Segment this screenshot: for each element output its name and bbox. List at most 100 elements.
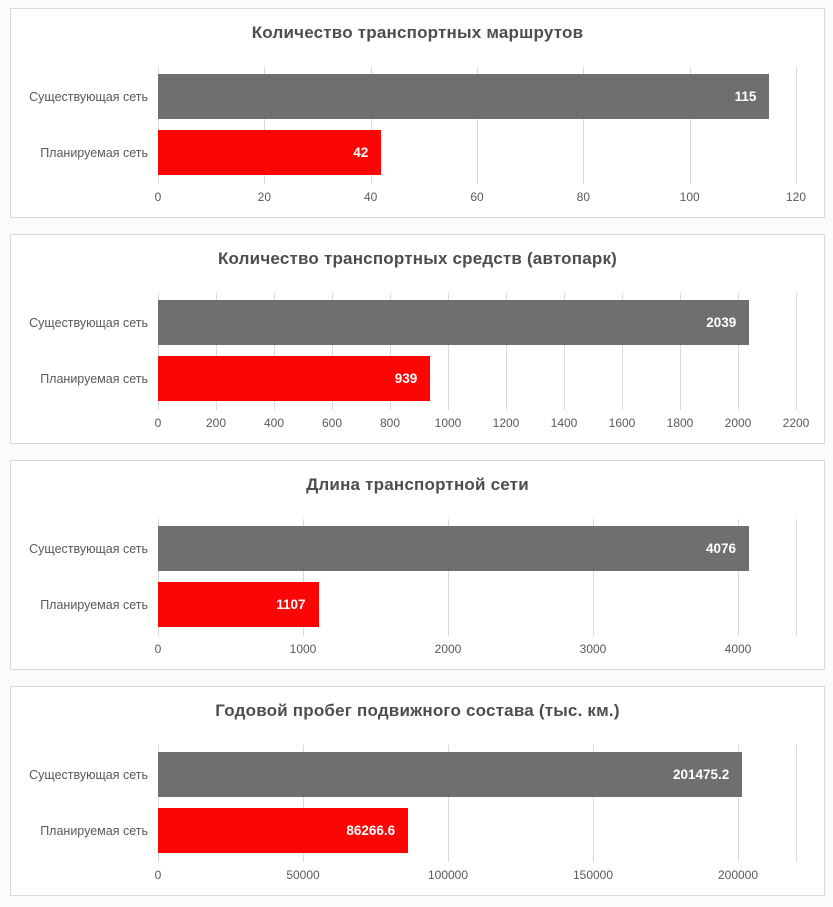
value-axis: 0 1000 2000 3000 4000 bbox=[155, 642, 796, 660]
bar-planned-network: 939 bbox=[158, 356, 431, 401]
gridline bbox=[264, 67, 266, 184]
gridline bbox=[593, 745, 594, 862]
value-axis: 0 200 400 600 800 1000 1200 1400 1600 1800 2000 220… bbox=[154, 416, 810, 434]
gridline bbox=[448, 519, 449, 636]
chart-panel: Длина транспортной сети Существующая сет… bbox=[10, 460, 825, 670]
category-label: Существующая сеть bbox=[29, 89, 148, 104]
gridline bbox=[332, 293, 333, 410]
x-axis-tick-label: 150000 bbox=[572, 868, 614, 882]
gridline bbox=[680, 293, 681, 410]
x-axis-tick-label: 0 bbox=[154, 190, 162, 204]
category-label: Планируемая сеть bbox=[40, 145, 148, 160]
x-axis-tick-label: 2200 bbox=[782, 416, 810, 430]
gridline bbox=[477, 67, 478, 184]
bar-value-label: 4076 bbox=[705, 541, 737, 556]
chart-body: Существующая сеть Планируемая сеть 2039 93… bbox=[11, 293, 797, 410]
gridline bbox=[738, 519, 739, 636]
gridline bbox=[593, 519, 594, 636]
gridline bbox=[303, 745, 304, 862]
gridline bbox=[370, 67, 372, 184]
bar-value-label: 939 bbox=[394, 371, 418, 386]
category-axis: Существующая сеть Планируемая сеть bbox=[11, 745, 158, 862]
bar-planned-network: 86266.6 bbox=[158, 808, 409, 853]
gridline bbox=[796, 745, 797, 862]
x-axis-tick-label: 0 bbox=[154, 416, 162, 430]
x-axis-tick-label: 2000 bbox=[724, 416, 752, 430]
bar-planned-network: 1107 bbox=[158, 582, 319, 627]
category-label: Планируемая сеть bbox=[40, 597, 148, 612]
charts-column: Количество транспортных маршрутов Сущест… bbox=[10, 8, 825, 896]
value-axis: 0 50000 100000 150000 200000 bbox=[154, 868, 796, 886]
gridline bbox=[448, 745, 449, 862]
x-axis-tick-label: 0 bbox=[154, 868, 162, 882]
x-axis-tick-label: 60 bbox=[470, 190, 484, 204]
chart-title: Годовой пробег подвижного состава (тыс. … bbox=[215, 701, 620, 720]
gridline bbox=[216, 293, 217, 410]
gridline bbox=[796, 293, 797, 410]
x-axis-tick-label: 1400 bbox=[550, 416, 578, 430]
chart-body: Существующая сеть Планируемая сеть 4076 11… bbox=[11, 519, 797, 636]
gridline bbox=[158, 293, 159, 410]
category-axis: Существующая сеть Планируемая сеть bbox=[11, 67, 158, 184]
gridline bbox=[583, 67, 585, 184]
x-axis-tick-label: 1000 bbox=[434, 416, 462, 430]
x-axis-tick-label: 50000 bbox=[286, 868, 320, 882]
gridline bbox=[796, 67, 797, 184]
bar-existing-network: 4076 bbox=[158, 526, 750, 571]
x-axis-tick-label: 80 bbox=[576, 190, 591, 204]
x-axis-tick-label: 1800 bbox=[666, 416, 694, 430]
bar-existing-network: 2039 bbox=[158, 300, 750, 345]
x-axis-tick-label: 100000 bbox=[427, 868, 469, 882]
bar-value-label: 86266.6 bbox=[346, 823, 396, 838]
bar-value-label: 2039 bbox=[706, 315, 737, 330]
x-axis-tick-label: 200000 bbox=[717, 868, 759, 882]
gridline bbox=[738, 293, 739, 410]
chart-panel: Годовой пробег подвижного состава (тыс. … bbox=[10, 686, 825, 896]
gridline bbox=[158, 519, 159, 636]
category-label: Существующая сеть bbox=[29, 767, 148, 782]
plot-area: 115 42 bbox=[158, 67, 797, 184]
gridline bbox=[303, 519, 304, 636]
chart-body: Существующая сеть Планируемая сеть 115 42 bbox=[11, 67, 797, 184]
plot-area: 2039 939 bbox=[158, 293, 797, 410]
x-axis-tick-label: 200 bbox=[205, 416, 227, 430]
plot-area: 201475.2 86266.6 bbox=[158, 745, 797, 862]
x-axis-tick-label: 1200 bbox=[492, 416, 520, 430]
bar-value-label: 115 bbox=[734, 89, 757, 104]
bar-value-label: 201475.2 bbox=[672, 767, 730, 782]
x-axis-tick-label: 2000 bbox=[434, 642, 462, 656]
x-axis-tick-label: 4000 bbox=[724, 642, 752, 656]
gridline bbox=[390, 293, 391, 410]
gridline bbox=[796, 519, 797, 636]
x-axis-tick-label: 40 bbox=[363, 190, 378, 204]
chart-title: Длина транспортной сети bbox=[306, 475, 529, 494]
gridline bbox=[564, 293, 565, 410]
x-axis-tick-label: 20 bbox=[257, 190, 272, 204]
chart-body: Существующая сеть Планируемая сеть 201475… bbox=[11, 745, 797, 862]
bar-planned-network: 42 bbox=[158, 130, 382, 175]
gridline bbox=[738, 745, 739, 862]
gridline bbox=[689, 67, 691, 184]
gridline bbox=[158, 67, 159, 184]
chart-panel: Количество транспортных средств (автопар… bbox=[10, 234, 825, 444]
chart-title: Количество транспортных средств (автопар… bbox=[217, 249, 618, 268]
chart-panel: Количество транспортных маршрутов Сущест… bbox=[10, 8, 825, 218]
gridline bbox=[448, 293, 449, 410]
category-axis: Существующая сеть Планируемая сеть bbox=[11, 519, 158, 636]
x-axis-tick-label: 400 bbox=[263, 416, 285, 430]
gridline bbox=[158, 745, 159, 862]
x-axis-tick-label: 100 bbox=[679, 190, 700, 204]
x-axis-tick-label: 600 bbox=[321, 416, 343, 430]
category-label: Планируемая сеть bbox=[40, 823, 148, 838]
gridline bbox=[506, 293, 507, 410]
bar-value-label: 42 bbox=[353, 145, 369, 160]
gridline bbox=[274, 293, 275, 410]
x-axis-tick-label: 120 bbox=[785, 190, 807, 204]
chart-title: Количество транспортных маршрутов bbox=[251, 23, 584, 42]
bar-value-label: 1107 bbox=[276, 597, 306, 612]
x-axis-tick-label: 1000 bbox=[289, 642, 317, 656]
value-axis: 0 20 40 60 80 100 120 bbox=[154, 190, 806, 208]
category-label: Планируемая сеть bbox=[40, 371, 148, 386]
bar-existing-network: 115 bbox=[158, 74, 770, 119]
category-axis: Существующая сеть Планируемая сеть bbox=[11, 293, 158, 410]
